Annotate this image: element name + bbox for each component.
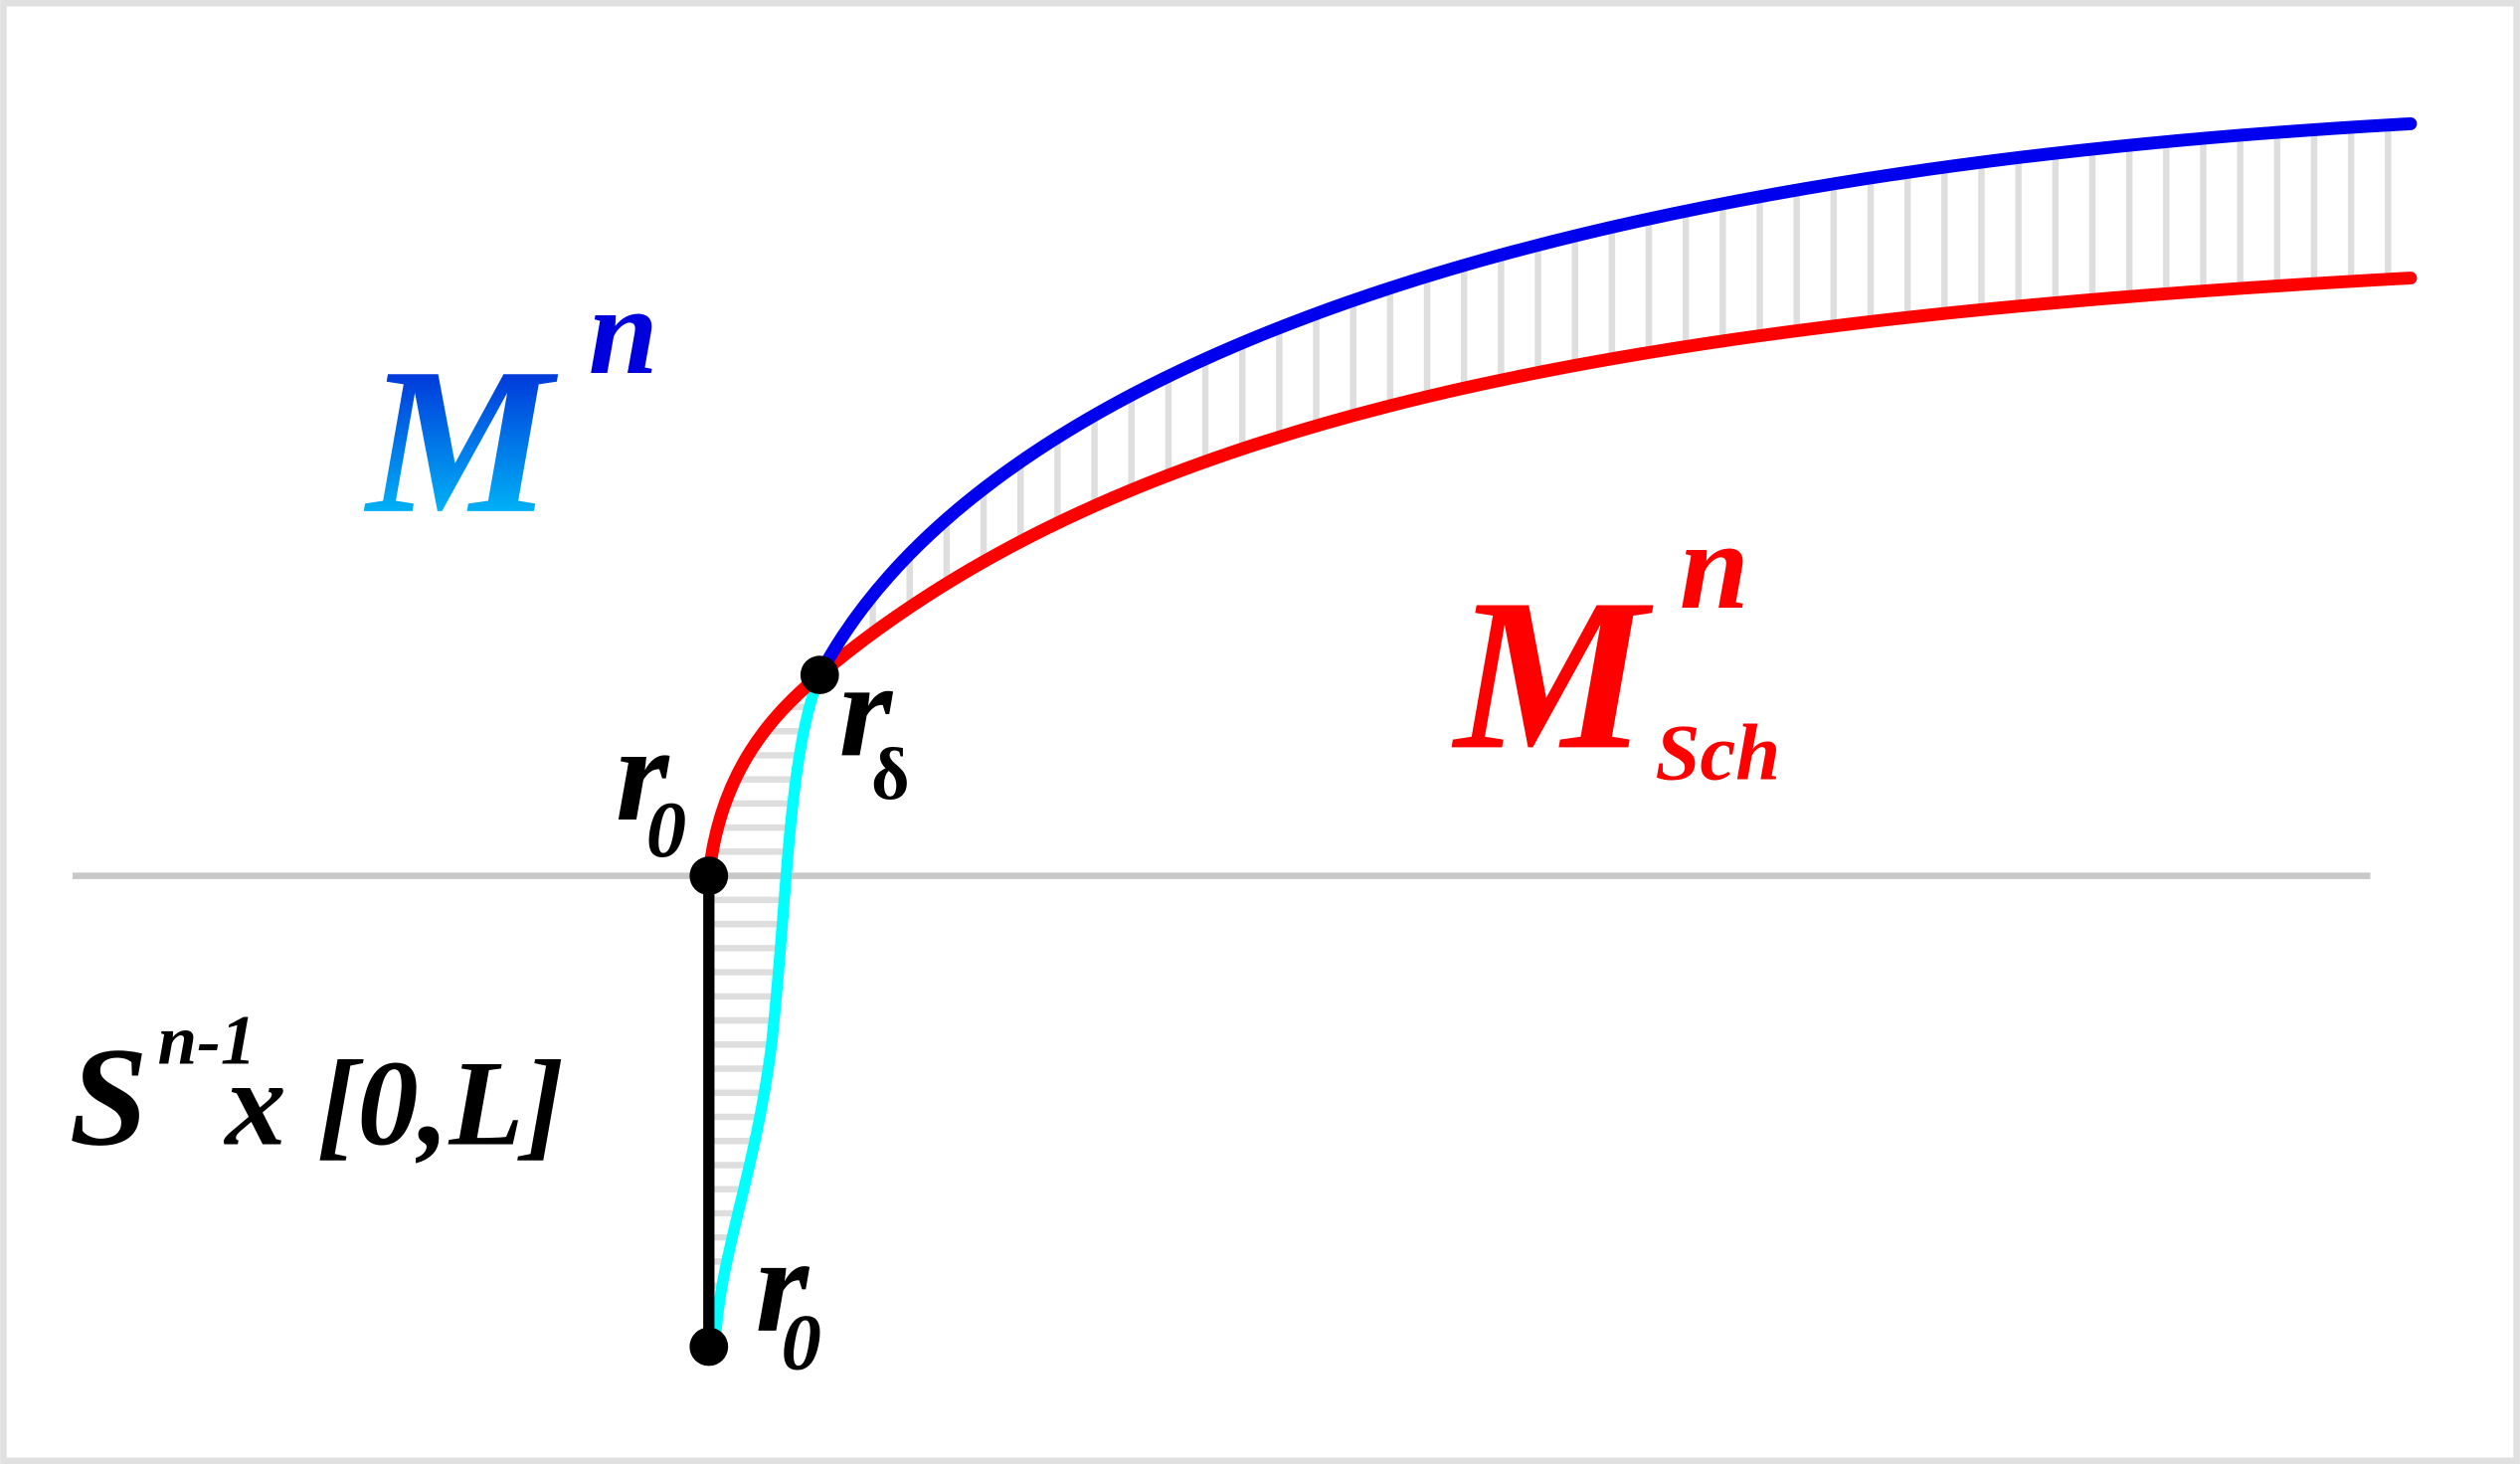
cyan-curve [709,672,825,1343]
label-sub: 0 [646,786,686,874]
label-sub: Sch [1655,709,1780,798]
label-base: r [756,1209,810,1361]
label-base: r [616,698,670,849]
label-base: M [364,326,559,557]
label-rest: x [0,L] [223,1035,564,1171]
label-base: r [839,634,894,785]
point [800,655,839,695]
label-sub: δ [871,734,910,816]
manifold-curve [812,116,2418,682]
schwarzschild-curve [702,272,2418,883]
label-sup: n-1 [158,1003,257,1080]
label-sup: n [589,263,658,401]
label-base: S [70,1017,148,1175]
point [689,1327,729,1367]
point [689,856,729,896]
label-base: M [1452,555,1655,795]
label-sub: 0 [781,1299,820,1387]
label-sup: n [1680,497,1749,636]
